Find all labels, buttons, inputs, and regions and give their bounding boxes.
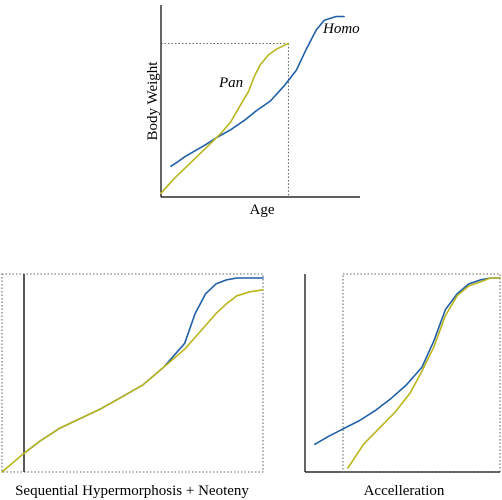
homo-curve — [170, 15, 345, 168]
bottom-left-chart: Sequential Hypermorphosis + Neoteny — [1, 273, 264, 499]
bottom-right-guide-box — [342, 273, 501, 473]
pan-curve — [160, 42, 290, 194]
bottom-right-pan-curve — [347, 277, 501, 469]
top-chart: Age Body Weight Homo Pan — [145, 5, 360, 218]
bottom-right-x-label: Accelleration — [364, 483, 445, 499]
bottom-right-chart: Accelleration — [304, 273, 501, 499]
top-chart-y-label: Body Weight — [145, 61, 161, 141]
bottom-right-homo-curve — [313, 277, 501, 446]
top-chart-x-label: Age — [250, 202, 275, 218]
bottom-left-frame — [1, 273, 264, 473]
bottom-left-x-label: Sequential Hypermorphosis + Neoteny — [15, 483, 249, 499]
bottom-left-pan-curve — [1, 288, 264, 473]
homo-series-label: Homo — [322, 21, 360, 37]
pan-series-label: Pan — [218, 75, 243, 91]
